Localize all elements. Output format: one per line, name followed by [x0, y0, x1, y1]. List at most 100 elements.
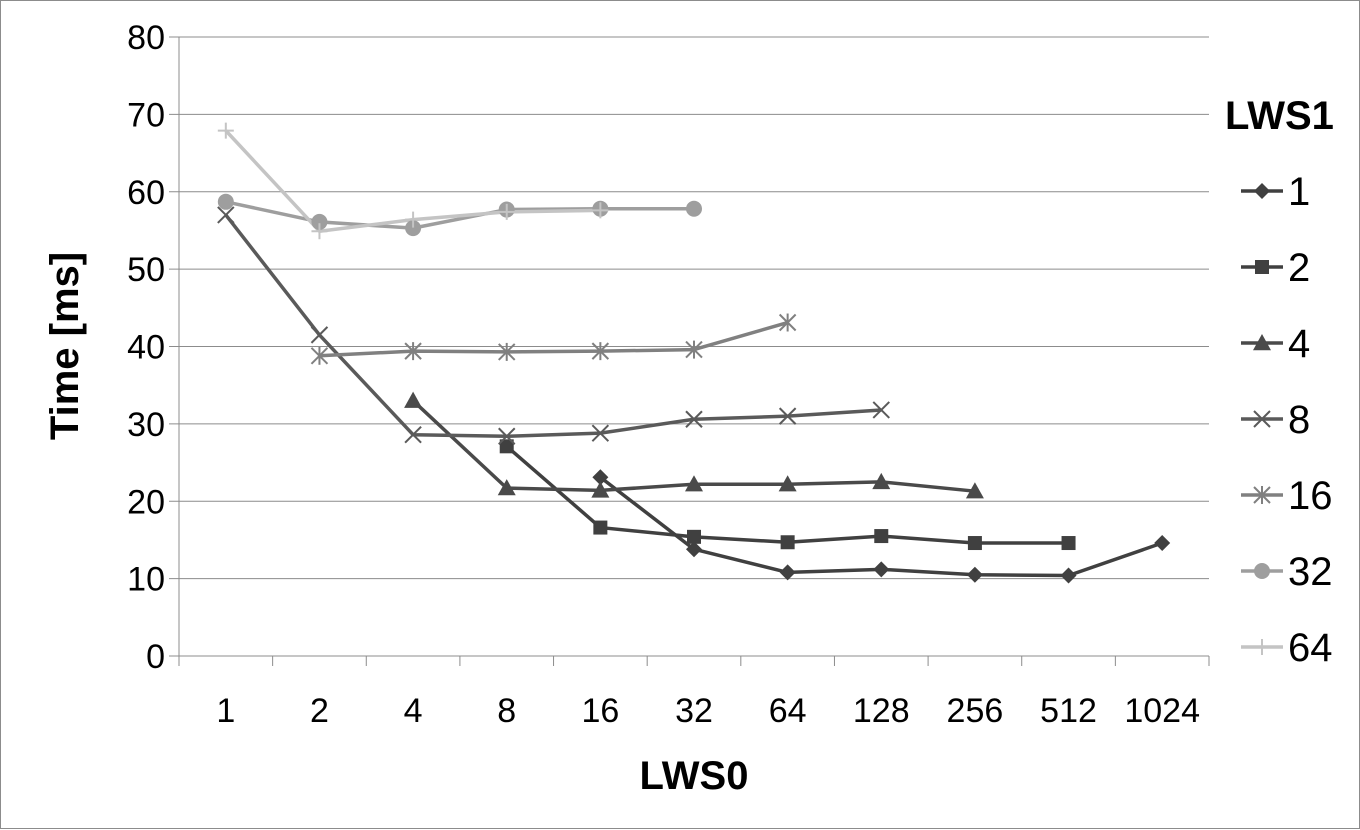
- y-tick-label: 10: [127, 561, 165, 599]
- x-tick-label: 64: [769, 692, 807, 730]
- data-point-lws1-1: [1060, 567, 1077, 584]
- data-point-lws1-64: [498, 203, 515, 220]
- y-tick-label: 20: [127, 483, 165, 521]
- data-point-lws1-1: [779, 564, 796, 581]
- legend-swatch-marker: [1253, 334, 1271, 351]
- legend-swatch-marker: [1254, 563, 1270, 579]
- y-tick-label: 70: [127, 96, 165, 134]
- data-point-lws1-8: [778, 407, 797, 425]
- data-point-lws1-16: [778, 313, 797, 332]
- series-line-lws1-8: [224, 213, 882, 439]
- marker-stroke: [1253, 410, 1271, 428]
- legend-label: 16: [1288, 474, 1333, 518]
- x-tick-label: 128: [853, 692, 910, 730]
- data-point-lws1-16: [310, 346, 329, 365]
- legend-label: 4: [1288, 322, 1310, 366]
- x-tick-label: 512: [1040, 692, 1097, 730]
- data-point-lws1-64: [311, 223, 328, 240]
- legend-swatch-marker: [1255, 260, 1269, 274]
- data-point-lws1-64: [405, 211, 422, 228]
- data-point-lws1-32: [686, 200, 702, 217]
- y-tick-label: 0: [146, 638, 165, 676]
- axes: [169, 36, 1210, 666]
- data-point-lws1-16: [685, 340, 703, 359]
- x-tick-label: 8: [497, 692, 516, 730]
- legend-swatch-marker: [1254, 639, 1270, 655]
- legend-swatch-marker: [1253, 410, 1271, 428]
- data-point-lws1-8: [217, 206, 235, 224]
- marker-stroke: [591, 424, 610, 442]
- x-tick-label: 16: [581, 692, 619, 730]
- y-axis-title: Time [ms]: [43, 252, 87, 440]
- marker-stroke: [872, 401, 890, 419]
- data-point-lws1-2: [874, 529, 889, 544]
- legend-label: 2: [1288, 246, 1310, 290]
- x-tick-label: 4: [404, 692, 423, 730]
- marker-stroke: [498, 427, 516, 445]
- data-point-lws1-8: [498, 427, 516, 445]
- data-point-lws1-1: [873, 561, 890, 578]
- data-point-lws1-4: [497, 479, 516, 496]
- legend-label: 32: [1288, 550, 1333, 594]
- legend-label: 64: [1288, 626, 1333, 670]
- marker-stroke: [778, 407, 797, 425]
- data-point-lws1-2: [1061, 536, 1076, 551]
- series-line-lws1-1: [599, 475, 1163, 578]
- data-point-lws1-32: [311, 213, 328, 230]
- legend: LWS1 1 2 4 8 16 32 64: [1225, 94, 1334, 670]
- data-point-lws1-4: [685, 475, 703, 492]
- y-tick-label: 50: [127, 251, 165, 289]
- tick-labels: 0 10 20 30 40 50 60 70 80 1 2 4 8 16 32 64 128 256 512 1024: [127, 19, 1200, 730]
- marker-stroke: [310, 326, 329, 344]
- y-tick-label: 60: [127, 174, 165, 212]
- data-point-lws1-8: [685, 410, 703, 428]
- data-point-lws1-64: [217, 122, 234, 139]
- gridlines: [179, 36, 1209, 580]
- data-point-lws1-16: [498, 342, 516, 361]
- x-tick-label: 256: [947, 692, 1004, 730]
- marker-stroke: [217, 206, 235, 224]
- data-point-lws1-1: [686, 541, 702, 558]
- legend-label: 8: [1288, 398, 1310, 442]
- data-point-lws1-1: [1154, 535, 1171, 552]
- data-point-lws1-2: [499, 439, 514, 454]
- data-point-lws1-32: [405, 220, 422, 237]
- series-line-lws1-2: [505, 444, 1069, 545]
- series-markers: [217, 122, 1171, 584]
- data-point-lws1-8: [310, 326, 329, 344]
- data-point-lws1-64: [592, 202, 609, 219]
- data-point-lws1-2: [687, 529, 701, 544]
- x-tick-label: 1024: [1124, 692, 1200, 730]
- legend-swatch-marker: [1254, 183, 1270, 199]
- data-point-lws1-2: [780, 535, 795, 550]
- data-point-lws1-2: [967, 536, 982, 551]
- y-tick-label: 80: [127, 19, 165, 57]
- data-point-lws1-4: [404, 391, 423, 408]
- marker-stroke: [404, 426, 422, 444]
- data-point-lws1-1: [966, 566, 983, 583]
- y-tick-label: 30: [127, 406, 165, 444]
- data-point-lws1-4: [591, 481, 610, 498]
- data-point-lws1-2: [593, 520, 608, 535]
- marker-stroke: [685, 410, 703, 428]
- data-point-lws1-8: [591, 424, 610, 442]
- x-tick-label: 32: [675, 692, 713, 730]
- series-line-lws1-32: [225, 200, 694, 230]
- x-axis-title: LWS0: [640, 754, 749, 798]
- data-point-lws1-16: [591, 342, 610, 361]
- x-tick-label: 2: [310, 692, 329, 730]
- data-point-lws1-4: [778, 475, 797, 492]
- x-tick-label: 1: [216, 692, 235, 730]
- series-line-lws1-16: [319, 320, 789, 358]
- legend-swatch-marker: [1253, 486, 1271, 504]
- data-point-lws1-8: [872, 401, 890, 419]
- data-point-lws1-4: [872, 472, 891, 490]
- data-point-lws1-8: [404, 426, 422, 444]
- y-tick-label: 40: [127, 329, 165, 367]
- data-point-lws1-1: [592, 469, 609, 486]
- legend-title: LWS1: [1225, 94, 1334, 138]
- legend-label: 1: [1288, 170, 1310, 214]
- data-point-lws1-32: [217, 193, 234, 210]
